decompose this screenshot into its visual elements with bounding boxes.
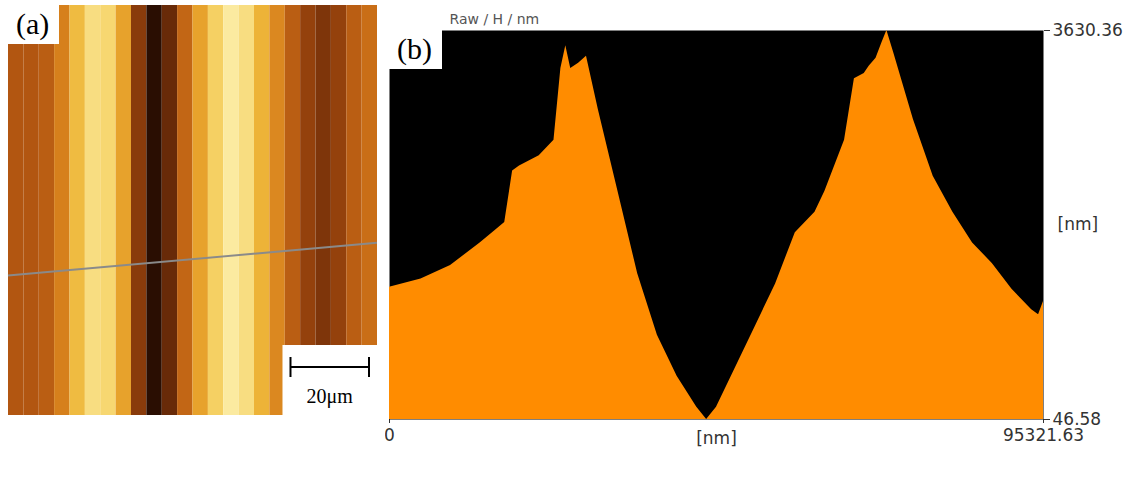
- svg-text:[nm]: [nm]: [696, 428, 737, 448]
- svg-text:3630.36: 3630.36: [1053, 20, 1123, 40]
- svg-text:20μm: 20μm: [307, 385, 354, 408]
- svg-text:95321.63: 95321.63: [1003, 425, 1084, 445]
- html-text:(b): (b): [397, 32, 432, 65]
- svg-text:0: 0: [385, 425, 395, 445]
- svg-text:46.58: 46.58: [1052, 408, 1102, 429]
- svg-text:[nm]: [nm]: [1058, 214, 1099, 234]
- html-text:(a): (a): [16, 7, 50, 40]
- svg-text:Raw / H / nm: Raw / H / nm: [450, 11, 540, 27]
